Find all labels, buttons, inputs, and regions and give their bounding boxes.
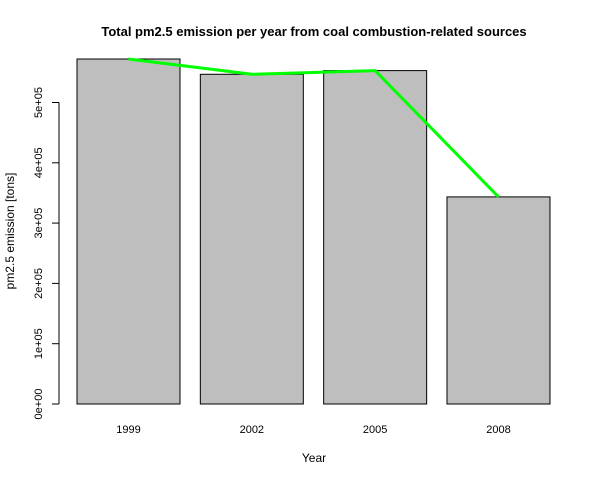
chart-title: Total pm2.5 emission per year from coal … bbox=[101, 24, 526, 39]
y-tick-label: 2e+05 bbox=[33, 268, 45, 299]
y-axis: 0e+00 1e+05 2e+05 3e+05 4e+05 5e+05 bbox=[33, 87, 60, 420]
bar-2002 bbox=[199, 73, 304, 405]
bar-2008 bbox=[446, 196, 551, 405]
y-tick-label: 5e+05 bbox=[33, 87, 45, 118]
x-tick-label: 1999 bbox=[116, 424, 140, 436]
x-tick-label: 2005 bbox=[363, 424, 387, 436]
x-tick-labels: 1999 2002 2005 2008 bbox=[116, 424, 510, 436]
x-axis-label: Year bbox=[302, 451, 326, 465]
bars bbox=[76, 58, 551, 405]
trend-line-layer bbox=[128, 57, 500, 198]
y-tick-label: 3e+05 bbox=[33, 208, 45, 239]
y-axis-label: pm2.5 emission [tons] bbox=[3, 173, 17, 290]
y-tick-label: 0e+00 bbox=[33, 389, 45, 420]
y-tick-label: 4e+05 bbox=[33, 147, 45, 178]
y-tick-label: 1e+05 bbox=[33, 328, 45, 359]
bar-2005 bbox=[323, 70, 428, 405]
x-tick-label: 2008 bbox=[486, 424, 510, 436]
x-tick-label: 2002 bbox=[240, 424, 264, 436]
bar-1999 bbox=[76, 58, 181, 405]
trend-line bbox=[128, 57, 500, 198]
